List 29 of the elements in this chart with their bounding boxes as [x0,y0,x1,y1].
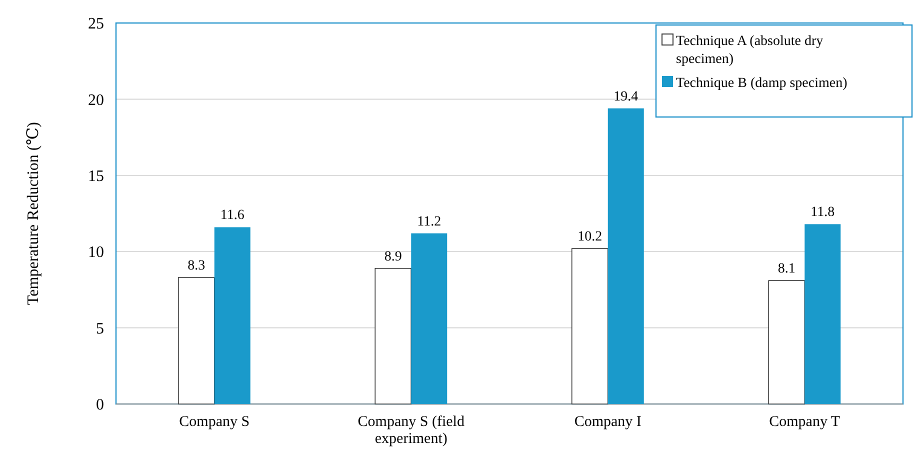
data-label: 19.4 [614,89,638,104]
data-label: 8.9 [384,249,402,264]
bar [804,224,841,404]
data-label: 8.3 [188,258,206,274]
x-tick-label: Company S [179,414,250,430]
y-tick-label: 25 [88,16,104,33]
bar [214,227,250,404]
y-tick-label: 5 [96,320,104,338]
y-axis-title: Temperature Reduction (℃) [25,122,42,305]
y-tick-label: 10 [88,244,104,262]
x-tick-label: Company S (field experiment) [358,414,465,447]
bar [178,277,215,404]
data-label: 10.2 [578,230,602,245]
y-tick-label: 0 [96,396,104,414]
bar [411,233,448,404]
y-tick-label: 15 [88,168,104,185]
x-tick-label: Company T [769,414,840,430]
bar [374,268,412,404]
legend-label: Technique A (absolute dry specimen) [676,34,824,67]
bar [608,108,644,404]
data-label: 11.2 [417,214,442,230]
data-label: 11.8 [810,205,835,220]
data-label: 8.1 [778,262,796,277]
y-tick-label: 20 [88,92,104,109]
bar [571,248,608,404]
legend-label: Technique B (damp specimen) [676,76,848,91]
data-label: 11.6 [220,208,244,224]
x-tick-label: Company I [574,414,642,430]
bar [768,280,806,404]
